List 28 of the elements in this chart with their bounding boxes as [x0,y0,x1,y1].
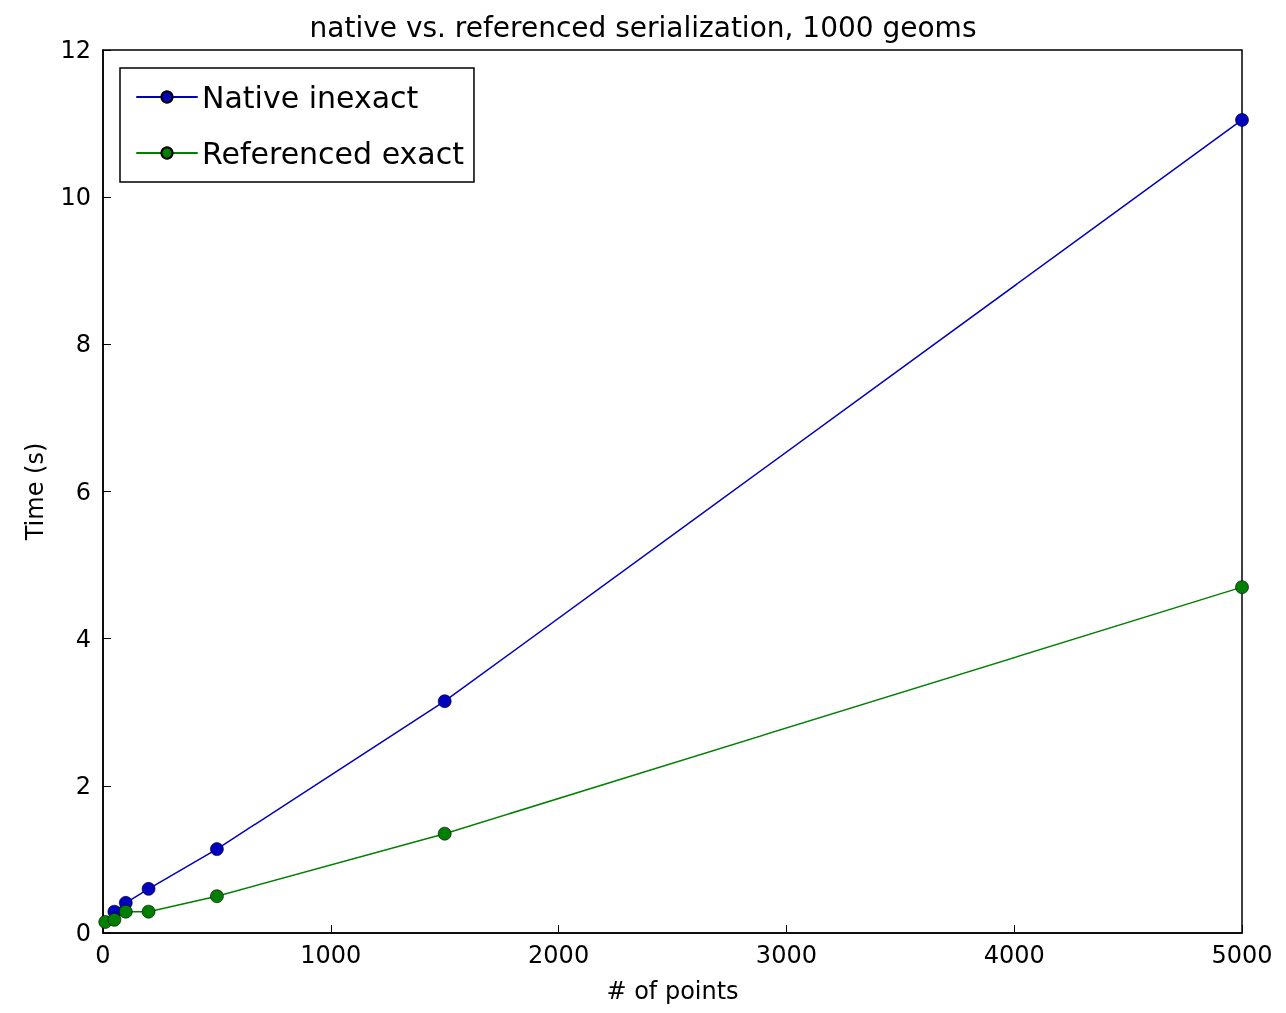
x-tick-label: 0 [95,941,111,969]
x-tick-label: 2000 [528,941,590,969]
x-axis-title: # of points [606,977,739,1005]
y-axis-title: Time (s) [21,442,49,542]
x-tick-label: 1000 [300,941,362,969]
point [1235,113,1249,127]
y-tick-label: 8 [75,330,91,359]
point [437,826,452,841]
point [210,842,224,856]
legend-label: Referenced exact [202,135,465,171]
legend-label: Native inexact [202,79,419,115]
y-tick-label: 0 [75,919,91,947]
point [118,904,133,919]
point [210,889,224,903]
y-tick-label: 2 [75,771,91,800]
chart-title: native vs. referenced serialization, 1000 geoms [309,10,977,44]
y-tick-label: 4 [75,624,91,653]
y-tick-label: 6 [75,477,91,506]
point [1235,580,1249,594]
y-tick-label: 12 [60,36,91,64]
point [141,904,156,919]
point [437,694,452,709]
x-tick-label: 4000 [983,941,1045,969]
x-tick-label: 5000 [1211,941,1273,969]
point [107,912,122,927]
point [141,882,156,896]
y-tick-label: 10 [60,183,91,212]
x-tick-label: 3000 [755,941,817,969]
